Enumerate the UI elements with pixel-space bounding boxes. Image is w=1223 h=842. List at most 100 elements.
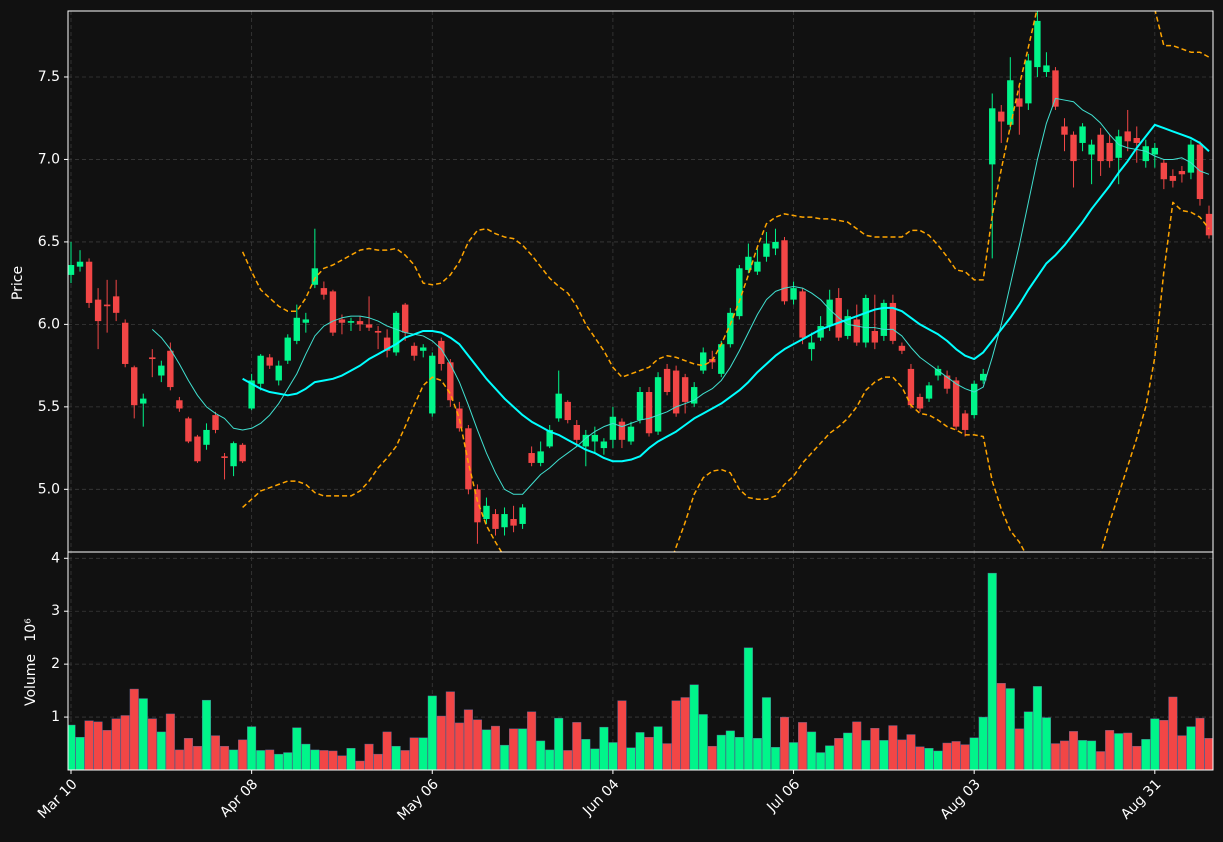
volume-bar (1186, 726, 1196, 770)
volume-bar (93, 721, 103, 770)
candle-body (456, 408, 463, 429)
candle-body (862, 297, 869, 343)
candle-body (149, 357, 156, 360)
volume-bar (75, 736, 85, 770)
candle-body (221, 456, 228, 458)
volume-bar (1150, 718, 1160, 770)
volume-bar (951, 741, 961, 770)
candle-body (943, 375, 951, 389)
candle-body (1196, 144, 1204, 200)
volume-bar (599, 726, 609, 770)
volume-bar (644, 736, 654, 770)
candle-body (1070, 134, 1077, 162)
volume-bar (111, 718, 121, 770)
candle-body (528, 453, 535, 463)
volume-bar (608, 742, 618, 770)
volume-frame (67, 551, 1214, 771)
volume-bar (1159, 720, 1169, 770)
volume-bar (481, 729, 491, 770)
indicator-line (242, 123, 1210, 463)
volume-bar (545, 749, 555, 770)
candle-body (1124, 131, 1131, 142)
y-tick-label: 4 (51, 550, 60, 566)
volume-bar (500, 744, 510, 770)
volume-bar (283, 752, 293, 770)
candle-body (1178, 170, 1186, 175)
candle-body (754, 261, 761, 272)
volume-bar (247, 726, 257, 770)
volume-bar (1114, 733, 1124, 770)
candle-body (591, 434, 599, 442)
candle-body (1151, 147, 1159, 155)
price-panel (68, 11, 1213, 552)
candle-body (925, 385, 933, 399)
volume-bar (725, 730, 735, 770)
candle-body (501, 514, 508, 528)
volume-bar (1141, 739, 1151, 770)
volume-bar (445, 691, 455, 770)
candle-body (1115, 136, 1122, 158)
candle-body (853, 319, 860, 343)
volume-bar (527, 711, 537, 770)
candle-body (510, 519, 517, 526)
y-tick-label: 5.0 (38, 481, 60, 497)
volume-bar (454, 722, 464, 770)
candle-body (438, 340, 445, 364)
candle-body (555, 393, 562, 419)
volume-bar (734, 736, 744, 770)
volume-bar (436, 715, 446, 770)
volume-bar (129, 688, 139, 770)
volume-bar (1032, 686, 1042, 770)
volume-bar (147, 718, 157, 770)
candle-body (763, 243, 770, 257)
volume-bar (861, 740, 871, 770)
candle-body (537, 451, 544, 463)
volume-bar (680, 697, 690, 770)
candle-body (970, 383, 978, 416)
volume-bar (518, 728, 528, 770)
candle-body (727, 312, 734, 345)
candle-body (772, 241, 779, 249)
volume-bar (1132, 745, 1142, 770)
candle-body (465, 428, 472, 490)
volume-bar (292, 727, 302, 770)
volume-bar (689, 684, 699, 770)
candle-body (112, 296, 120, 313)
volume-bar (310, 749, 320, 770)
volume-bar (816, 752, 826, 770)
volume-bar (220, 745, 230, 770)
volume-bar (490, 725, 500, 770)
volume-bar (879, 740, 889, 770)
candle-body (952, 380, 960, 427)
volume-bar (472, 719, 482, 770)
volume-bar (572, 722, 582, 770)
volume-bar (337, 755, 347, 770)
candle-body (1142, 146, 1149, 162)
volume-bar (843, 732, 853, 770)
candle-body (158, 365, 165, 376)
volume-bar (617, 700, 627, 770)
volume-bar (1177, 735, 1187, 770)
candle-body (519, 507, 526, 524)
volume-bar (707, 745, 717, 770)
volume-bar (563, 750, 573, 770)
volume-bar (554, 717, 564, 770)
candle-body (76, 261, 84, 267)
candle-body (248, 380, 255, 409)
volume-bar (996, 683, 1006, 770)
volume-bar (897, 739, 907, 770)
candle-body (1187, 144, 1195, 173)
candle-body (374, 330, 382, 333)
volume-bar (698, 714, 708, 770)
candle-body (645, 392, 653, 434)
candle-body (203, 429, 210, 445)
volume-bar (183, 738, 193, 770)
candle-body (1061, 126, 1068, 135)
candle-body (1079, 126, 1086, 143)
candle-body (474, 489, 481, 523)
volume-bar (211, 735, 221, 770)
candle-body (266, 357, 273, 366)
volume-bar (780, 716, 790, 770)
volume-bar (1087, 740, 1097, 770)
